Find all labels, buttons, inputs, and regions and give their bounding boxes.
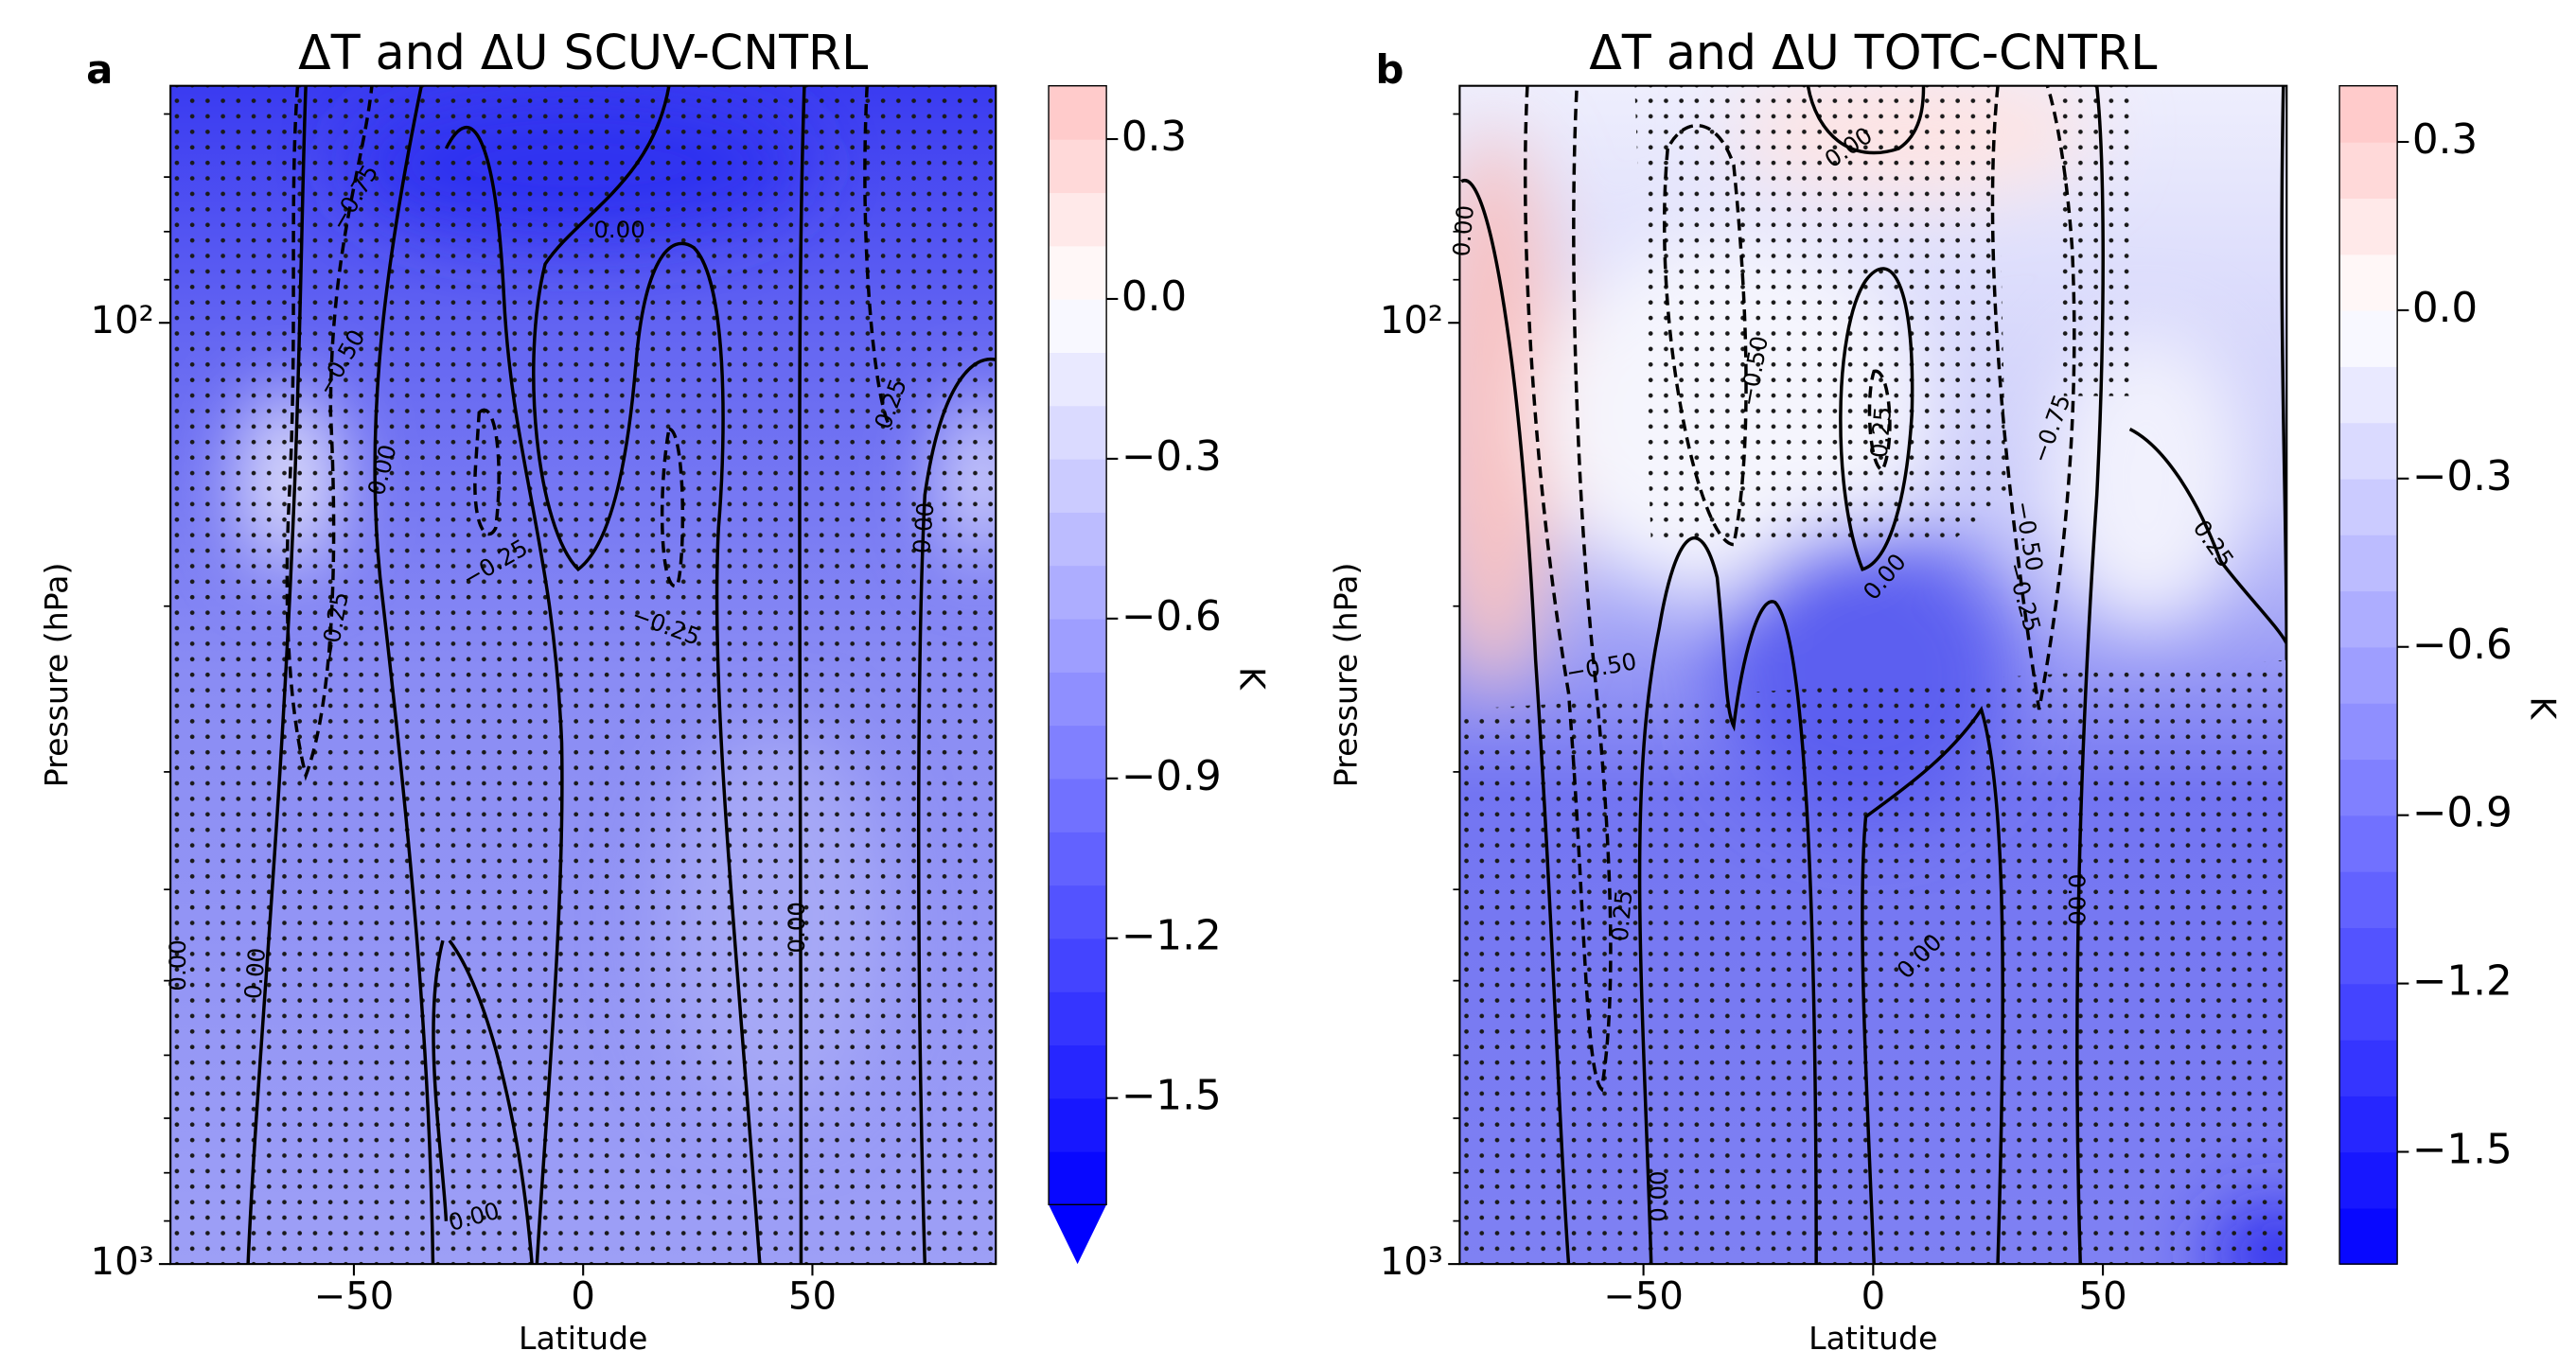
x-tick-label: 50 [2079,1275,2127,1319]
colorbar-band [1049,778,1107,833]
colorbar-band [1049,405,1107,460]
colorbar-band [1049,938,1107,992]
contour-label: 0.25 [1606,889,1638,943]
colorbar-band [1049,352,1107,407]
chart-title: ΔT and ΔU SCUV-CNTRL [298,25,868,80]
contour-label: 0.00 [593,216,644,243]
colorbar-band [1049,458,1107,513]
contours-a [246,85,997,1265]
x-tick-label: 0 [1861,1275,1886,1319]
colorbar-band [1049,1097,1107,1152]
colorbar-band [1049,85,1107,140]
contour-labels: −0.75 −0.50 0.00 0.00 −0.25 −0.25 −0.25 … [164,121,2240,1236]
colorbar-frame [1048,85,1107,1206]
colorbar-band [2339,759,2398,816]
colorbar-band [2339,198,2398,255]
colorbar-band [1049,725,1107,780]
colorbar-tick-label: 0.0 [1121,273,1187,321]
colorbar-band [2339,535,2398,592]
colorbar-label: K [1231,667,1272,691]
colorbar-tick-label: −0.3 [1121,433,1222,481]
x-axis-label: Latitude [519,1320,647,1357]
contour-label: 0.00 [783,902,810,953]
contour-label: 0.25 [1865,406,1897,460]
colorbar-label: K [2522,696,2563,720]
colorbar-band [2339,815,2398,872]
colorbar-tick-label: −1.2 [2412,958,2513,1006]
colorbar-band [2339,142,2398,200]
colorbar-tick-label: −0.3 [2412,453,2513,500]
colorbar-band [1049,192,1107,247]
colorbar-band [1049,672,1107,727]
contours-b [1460,85,2287,1265]
colorbar-band [1049,298,1107,353]
colorbar-extend [1049,1204,1107,1265]
colorbar-band [2339,309,2398,367]
colorbar-band [2339,85,2398,143]
colorbar-band [1049,512,1107,567]
colorbar-band [2339,703,2398,761]
colorbar-band [2339,983,2398,1041]
colorbar-tick-label: −1.5 [1121,1073,1222,1120]
colorbar-tick-label: 0.3 [1121,114,1187,161]
colorbar-band [2339,646,2398,704]
colorbar-band [2339,1207,2398,1265]
colorbar-tick-label: −0.9 [2412,790,2513,837]
colorbar-tick-label: −1.5 [2412,1127,2513,1174]
y-axis-label: Pressure (hPa) [1327,563,1364,788]
colorbar-band [1049,991,1107,1046]
x-tick-label: −50 [314,1275,395,1319]
colorbar-band [2339,1096,2398,1153]
chart-title: ΔT and ΔU TOTC-CNTRL [1589,25,2157,80]
contour-label: 0.00 [1644,1170,1671,1221]
colorbar-tick-label: −0.6 [2412,622,2513,669]
y-tick-label: 10² [1380,299,1443,342]
panel-label: b [1375,46,1403,93]
y-axis-label: Pressure (hPa) [38,563,75,788]
contour-label: 0.00 [164,939,191,991]
x-tick-label: 50 [788,1275,837,1319]
colorbar-frame [2338,85,2398,1265]
x-axis-label: Latitude [1808,1320,1937,1357]
contour-label: 0.00 [239,947,272,1001]
colorbar-band [2339,1039,2398,1096]
x-tick-label: 0 [571,1275,595,1319]
colorbar-band [1049,139,1107,194]
contour-label: 0.00 [2063,873,2091,924]
colorbar-tick-label: −1.2 [1121,913,1222,960]
colorbar-tick-label: 0.3 [2412,116,2478,164]
colorbar-band [1049,832,1107,886]
stippling [170,85,997,1265]
colorbar-band [1049,245,1107,300]
panel-label: a [86,46,113,93]
colorbar-band [1049,618,1107,673]
colorbar-band [1049,1044,1107,1099]
contour-label: 0.00 [908,501,940,555]
colorbar-band [2339,422,2398,480]
y-tick-label: 10³ [1380,1240,1443,1284]
colorbar-band [2339,590,2398,648]
colorbar-band [2339,478,2398,535]
colorbar-band [2339,1151,2398,1209]
colorbar-band [1049,885,1107,939]
y-tick-label: 10³ [91,1240,154,1284]
colorbar-tick-label: −0.9 [1121,753,1222,800]
contour-label: 0.00 [1447,204,1479,258]
colorbar-band [2339,254,2398,311]
colorbar-band [2339,366,2398,424]
stippling [1459,85,2287,1265]
colorbar-band [1049,1151,1107,1206]
colorbar-band [2339,927,2398,985]
y-tick-label: 10² [91,299,154,342]
colorbar-band [2339,870,2398,928]
colorbar-tick-label: −0.6 [1121,593,1222,640]
colorbar-tick-label: 0.0 [2412,285,2478,332]
colorbar-band [1049,565,1107,620]
x-tick-label: −50 [1603,1275,1684,1319]
